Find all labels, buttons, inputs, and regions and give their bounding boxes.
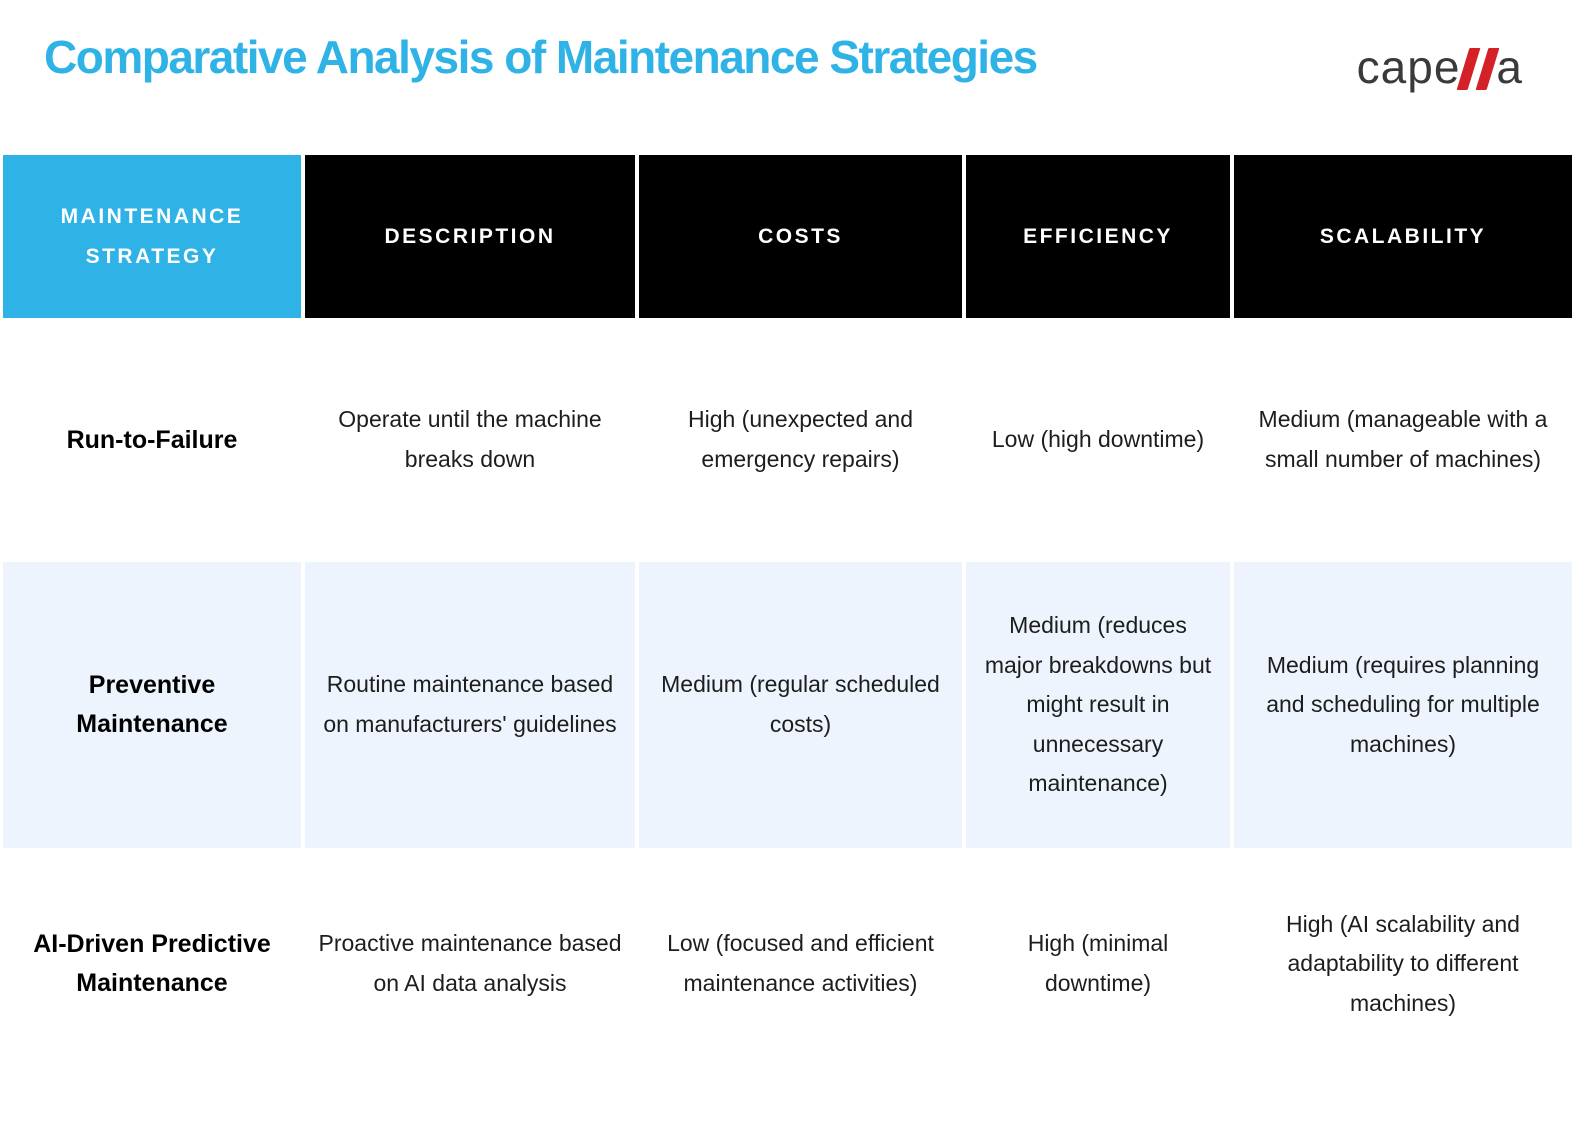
cell-ai-driven-costs: Low (focused and efficient maintenance a… (639, 848, 962, 1080)
cell-ai-driven-description: Proactive maintenance based on AI data a… (305, 848, 635, 1080)
cell-preventive-efficiency: Medium (reduces major breakdowns but mig… (966, 562, 1230, 848)
cell-preventive-costs: Medium (regular scheduled costs) (639, 562, 962, 848)
logo-text-cape: cape (1356, 41, 1461, 93)
cell-ai-driven-efficiency: High (minimal downtime) (966, 848, 1230, 1080)
cell-preventive-scalability: Medium (requires planning and scheduling… (1234, 562, 1572, 848)
column-header-costs: COSTS (639, 155, 962, 318)
cell-run-to-failure-costs: High (unexpected and emergency repairs) (639, 318, 962, 562)
row-label-ai-driven-predictive-maintenance: AI-Driven Predictive Maintenance (3, 848, 301, 1080)
row-label-preventive-maintenance: Preventive Maintenance (3, 562, 301, 848)
cell-run-to-failure-description: Operate until the machine breaks down (305, 318, 635, 562)
capella-logo: cape a (1357, 40, 1523, 94)
logo-text-a: a (1496, 41, 1523, 93)
column-header-efficiency: EFFICIENCY (966, 155, 1230, 318)
column-header-scalability: SCALABILITY (1234, 155, 1572, 318)
cell-run-to-failure-scalability: Medium (manageable with a small number o… (1234, 318, 1572, 562)
column-header-maintenance-strategy: MAINTENANCE STRATEGY (3, 155, 301, 318)
cell-run-to-failure-efficiency: Low (high downtime) (966, 318, 1230, 562)
comparison-table: MAINTENANCE STRATEGY DESCRIPTION COSTS E… (3, 155, 1572, 1080)
cell-ai-driven-scalability: High (AI scalability and adaptability to… (1234, 848, 1572, 1080)
page-title: Comparative Analysis of Maintenance Stra… (44, 31, 1038, 83)
row-label-run-to-failure: Run-to-Failure (3, 318, 301, 562)
cell-preventive-description: Routine maintenance based on manufacture… (305, 562, 635, 848)
column-header-description: DESCRIPTION (305, 155, 635, 318)
